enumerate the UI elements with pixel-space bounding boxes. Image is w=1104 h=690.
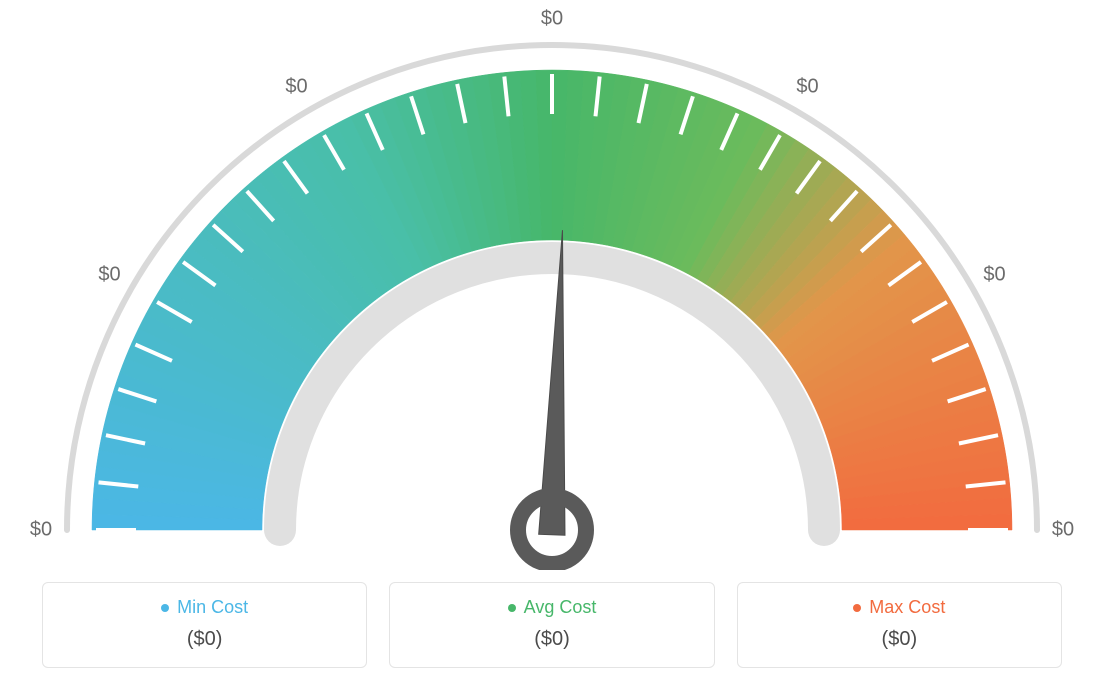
legend-title-avg: Avg Cost [508,597,597,618]
gauge-tick-label: $0 [796,76,818,99]
gauge-tick-label: $0 [1052,519,1074,542]
legend-dot-min [161,604,169,612]
gauge-tick-label: $0 [983,263,1005,286]
legend-title-min: Min Cost [161,597,248,618]
gauge-svg [22,10,1082,570]
legend-dot-avg [508,604,516,612]
gauge-tick-label: $0 [285,76,307,99]
gauge-tick-label: $0 [30,519,52,542]
legend-title-max: Max Cost [853,597,945,618]
legend-value-max: ($0) [748,628,1051,651]
legend-dot-max [853,604,861,612]
legend-card-min: Min Cost ($0) [42,582,367,668]
legend-label-avg: Avg Cost [524,597,597,618]
gauge-tick-label: $0 [98,263,120,286]
legend-label-min: Min Cost [177,597,248,618]
legend-row: Min Cost ($0) Avg Cost ($0) Max Cost ($0… [42,582,1062,668]
legend-card-max: Max Cost ($0) [737,582,1062,668]
legend-card-avg: Avg Cost ($0) [389,582,714,668]
legend-label-max: Max Cost [869,597,945,618]
gauge-tick-label: $0 [541,8,563,31]
legend-value-avg: ($0) [400,628,703,651]
legend-value-min: ($0) [53,628,356,651]
gauge-chart: $0 $0 $0 $0 $0 $0 $0 [22,10,1082,570]
